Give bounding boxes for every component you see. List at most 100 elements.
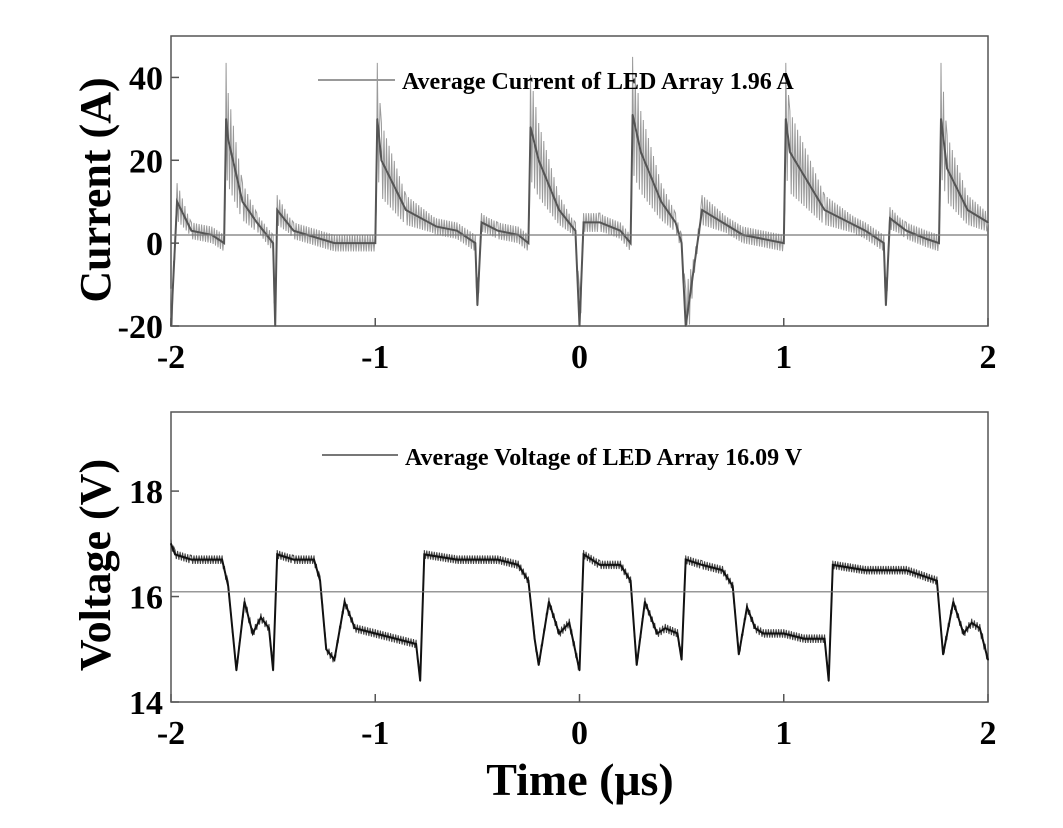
current-data-point	[966, 209, 969, 211]
voltage-data-point	[783, 632, 785, 635]
voltage-data-point	[251, 632, 254, 635]
voltage-data-point	[221, 558, 223, 561]
voltage-data-point	[754, 627, 756, 629]
voltage-x-tick-label: -2	[157, 715, 185, 752]
current-data-point	[925, 238, 928, 240]
current-data-point	[176, 200, 178, 203]
current-data-point	[480, 221, 483, 224]
voltage-y-tick-label: 14	[129, 685, 163, 722]
current-y-ticks: -20 0 20 40	[118, 60, 179, 346]
voltage-data-point	[962, 632, 965, 635]
voltage-data-point	[419, 680, 422, 682]
current-data-point	[660, 200, 662, 203]
voltage-data-point	[599, 564, 601, 566]
current-legend-label: Average Current of LED Array 1.96 A	[402, 69, 794, 95]
current-data-point	[476, 304, 479, 307]
current-data-point	[599, 221, 601, 224]
current-data-point	[629, 242, 632, 244]
voltage-data-point	[497, 558, 499, 561]
current-data-point	[783, 242, 785, 244]
voltage-legend: Average Voltage of LED Array 16.09 V	[322, 445, 803, 471]
voltage-x-tick-label: 1	[775, 715, 792, 752]
voltage-data-point	[537, 664, 540, 666]
current-x-tick-label: -1	[361, 339, 389, 376]
voltage-data-point	[979, 627, 981, 629]
voltage-data-point	[970, 622, 973, 624]
current-data-point	[456, 229, 458, 232]
voltage-data-point	[746, 606, 748, 608]
voltage-x-ticks: -2 -1 0 1 2	[157, 694, 997, 752]
voltage-data-point	[762, 632, 765, 635]
voltage-data-point	[319, 579, 321, 582]
voltage-data-point	[533, 637, 536, 640]
current-y-axis-label: Current (A)	[71, 77, 120, 302]
voltage-data-point	[827, 680, 830, 682]
voltage-data-point	[629, 579, 632, 582]
current-data-point	[864, 229, 867, 232]
voltage-data-point	[343, 601, 346, 603]
voltage-y-tick-label: 16	[129, 580, 163, 617]
voltage-data-point	[354, 627, 356, 629]
voltage-data-point	[174, 553, 176, 556]
voltage-x-tick-label: 2	[980, 715, 997, 752]
current-y-tick-label: 20	[129, 143, 163, 180]
current-data-point	[272, 242, 274, 244]
current-legend: Average Current of LED Array 1.96 A	[318, 69, 794, 95]
current-data-point	[582, 221, 585, 224]
voltage-data-point	[415, 643, 417, 645]
voltage-y-ticks: 14 16 18	[129, 474, 179, 722]
current-y-tick-label: 0	[146, 226, 163, 263]
current-data-point	[701, 209, 703, 211]
current-data-point	[255, 221, 258, 224]
current-data-point	[380, 159, 383, 162]
current-data-point	[527, 242, 530, 244]
current-data-point	[905, 229, 908, 232]
current-data-point	[225, 118, 227, 120]
voltage-data-point	[635, 664, 638, 666]
current-data-point	[537, 159, 540, 162]
voltage-y-tick-label: 18	[129, 474, 163, 511]
voltage-x-tick-label: -1	[361, 715, 389, 752]
voltage-data-point	[211, 558, 213, 561]
voltage-data-point	[738, 653, 740, 656]
voltage-data-point	[333, 659, 336, 661]
voltage-data-point	[721, 569, 724, 571]
voltage-data-point	[170, 543, 172, 545]
voltage-data-point	[292, 558, 295, 561]
current-data-point	[785, 118, 787, 120]
voltage-data-point	[582, 553, 585, 556]
voltage-x-tick-label: 0	[571, 715, 588, 752]
current-data-point	[497, 229, 499, 232]
current-data-point	[680, 242, 683, 244]
voltage-data-point	[527, 579, 530, 582]
x-axis-label: Time (μs)	[486, 754, 673, 805]
current-data-point	[883, 242, 885, 244]
current-data-point	[190, 229, 193, 232]
current-panel: -2 -1 0 1 2 -20 0 20 40 Average Current of LED …	[71, 35, 997, 376]
voltage-data-point	[656, 632, 658, 635]
current-data-point	[274, 325, 277, 327]
voltage-data-point	[684, 558, 687, 561]
current-y-tick-label: 40	[129, 60, 163, 97]
current-data-point	[674, 221, 677, 224]
voltage-data-point	[325, 648, 328, 651]
voltage-data-point	[578, 669, 581, 672]
current-data-point	[940, 118, 942, 120]
voltage-traces	[170, 539, 989, 682]
current-data-point	[789, 151, 791, 153]
current-data-point	[227, 138, 229, 141]
current-x-tick-label: 2	[980, 339, 997, 376]
voltage-data-point	[235, 669, 238, 672]
voltage-data-point	[276, 553, 279, 556]
current-series-line-0	[170, 114, 989, 327]
voltage-series-line-0	[170, 543, 989, 682]
voltage-data-point	[936, 579, 938, 582]
current-data-point	[938, 242, 940, 244]
voltage-data-point	[374, 632, 377, 635]
current-data-point	[474, 242, 477, 244]
current-data-point	[987, 221, 989, 224]
voltage-data-point	[864, 569, 867, 571]
current-y-tick-label: -20	[118, 309, 163, 346]
voltage-data-point	[731, 585, 734, 587]
